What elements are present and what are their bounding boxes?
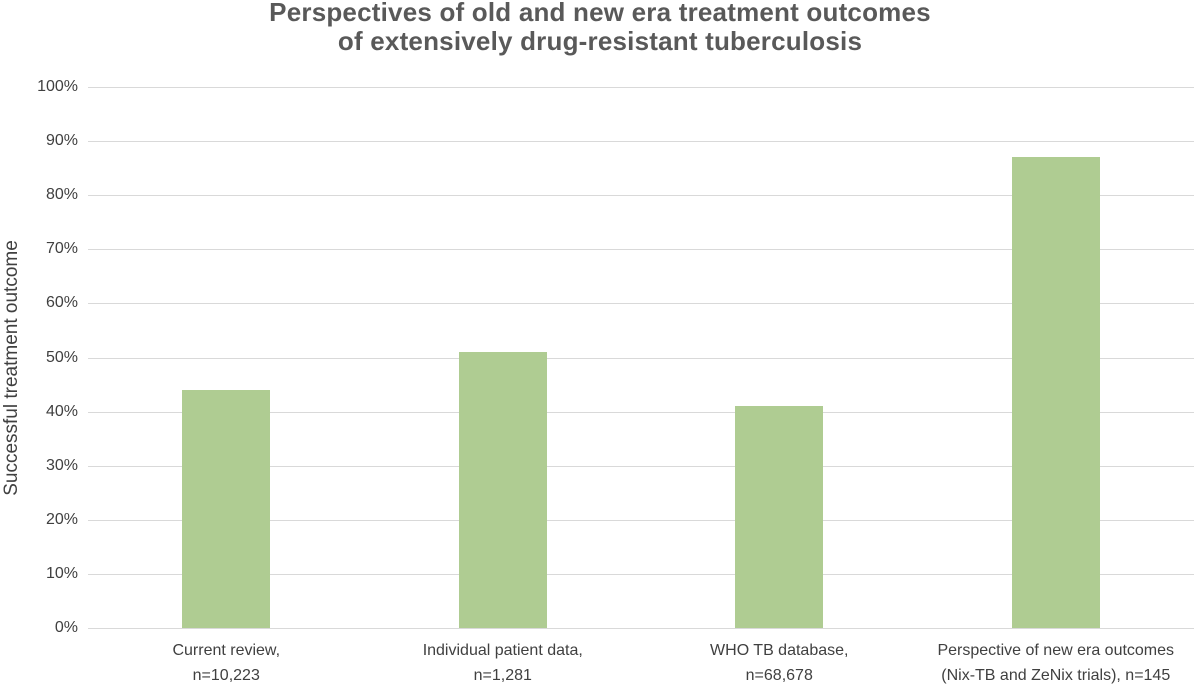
x-category-label: Current review, n=10,223 [88, 638, 365, 687]
x-category-label-line: WHO TB database, [710, 642, 849, 659]
y-tick-label: 60% [45, 294, 78, 311]
gridline [88, 303, 1194, 304]
gridline [88, 87, 1194, 88]
gridline [88, 574, 1194, 575]
x-category-label-line: n=10,223 [192, 667, 260, 684]
x-category-label: Perspective of new era outcomes (Nix-TB a… [918, 638, 1195, 687]
chart-title-line-1: Perspectives of old and new era treatmen… [269, 0, 931, 27]
y-tick-label: 80% [45, 186, 78, 203]
gridline [88, 195, 1194, 196]
x-category-label-line: n=1,281 [473, 667, 532, 684]
gridline [88, 412, 1194, 413]
chart-title: Perspectives of old and new era treatmen… [0, 0, 1200, 56]
x-category-label-line: Perspective of new era outcomes [937, 642, 1175, 659]
y-tick-label: 100% [37, 78, 78, 95]
x-category-label: Individual patient data, n=1,281 [365, 638, 642, 687]
gridline [88, 520, 1194, 521]
gridline [88, 628, 1194, 629]
bar [182, 389, 271, 628]
chart-title-line-2: of extensively drug-resistant tuberculos… [337, 26, 863, 56]
x-category-label-line: Individual patient data, [422, 642, 583, 659]
x-category-label-line: n=68,678 [745, 667, 813, 684]
y-tick-label: 10% [45, 565, 78, 582]
gridline [88, 141, 1194, 142]
bar [458, 352, 547, 628]
gridline [88, 358, 1194, 359]
x-category-label-line: Current review, [172, 642, 281, 659]
gridline [88, 249, 1194, 250]
y-tick-label: 90% [45, 132, 78, 149]
y-tick-label: 0% [54, 619, 78, 636]
y-tick-label: 30% [45, 457, 78, 474]
plot-area [88, 87, 1194, 629]
y-tick-label: 70% [45, 240, 78, 257]
x-axis-labels: Current review, n=10,223 Individual patien… [88, 638, 1194, 687]
y-tick-label: 20% [45, 511, 78, 528]
x-category-label: WHO TB database, n=68,678 [641, 638, 918, 687]
bar [1011, 157, 1100, 628]
gridline [88, 466, 1194, 467]
x-category-label-line: (Nix-TB and ZeNix trials), n=145 [941, 667, 1171, 684]
y-tick-label: 50% [45, 349, 78, 366]
bar [735, 406, 824, 628]
y-tick-label: 40% [45, 403, 78, 420]
